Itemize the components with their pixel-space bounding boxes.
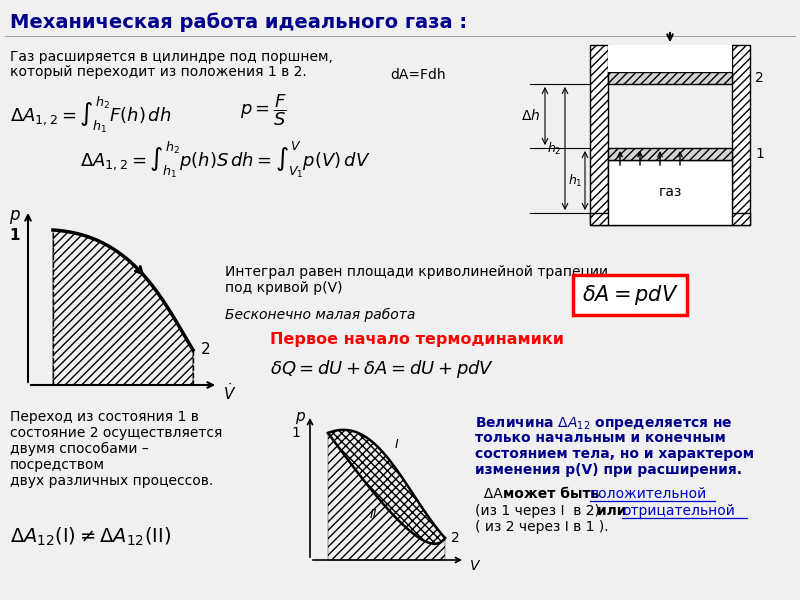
Bar [590,45,608,225]
Text: 2: 2 [451,531,460,545]
Text: Первое начало термодинамики: Первое начало термодинамики [270,332,564,347]
Bar [608,148,732,160]
Bar [590,213,750,225]
Bar [608,72,732,84]
Text: или: или [597,504,631,518]
Text: только начальным и конечным: только начальным и конечным [475,431,726,445]
Text: $p = \dfrac{F}{S}$: $p = \dfrac{F}{S}$ [240,92,287,128]
Text: V: V [470,559,479,573]
Text: Механическая работа идеального газа :: Механическая работа идеального газа : [10,13,467,32]
Text: изменения p(V) при расширения.: изменения p(V) при расширения. [475,463,742,477]
Text: состоянием тела, но и характером: состоянием тела, но и характером [475,447,754,461]
Text: ( из 2 через I в 1 ).: ( из 2 через I в 1 ). [475,520,609,534]
Text: отрицательной: отрицательной [622,504,735,518]
Text: p: p [9,206,19,224]
Text: (из 1 через I  в 2): (из 1 через I в 2) [475,504,609,518]
Text: под кривой p(V): под кривой p(V) [225,281,342,295]
Text: II: II [370,508,377,521]
Text: который переходит из положения 1 в 2.: который переходит из положения 1 в 2. [10,65,306,79]
Text: положительной: положительной [590,487,707,501]
Text: $h_1$: $h_1$ [568,172,583,188]
Text: $h_2$: $h_2$ [547,140,562,157]
Bar [608,45,732,72]
Bar [608,160,732,225]
Text: 2: 2 [755,71,764,85]
Text: 2: 2 [201,343,210,358]
Text: может быть: может быть [503,487,604,501]
Text: I: I [395,438,398,451]
Text: $\delta Q = dU + \delta A = dU + pdV$: $\delta Q = dU + \delta A = dU + pdV$ [270,358,494,380]
Text: $\delta A= pdV$: $\delta A= pdV$ [582,283,678,307]
Text: Переход из состояния 1 в: Переход из состояния 1 в [10,410,199,424]
Text: p: p [295,409,305,425]
Text: Бесконечно малая работа: Бесконечно малая работа [225,308,415,322]
Text: Величина $\Delta A_{12}$ определяется не: Величина $\Delta A_{12}$ определяется не [475,415,733,432]
Text: 1: 1 [291,426,300,440]
Text: состояние 2 осуществляется: состояние 2 осуществляется [10,426,222,440]
Text: 1: 1 [755,147,764,161]
Text: Газ расширяется в цилиндре под поршнем,: Газ расширяется в цилиндре под поршнем, [10,50,333,64]
Text: $\dot{V}$: $\dot{V}$ [223,383,236,403]
Text: ΔА: ΔА [475,487,507,501]
Text: 1: 1 [10,227,20,242]
Text: $\Delta h$: $\Delta h$ [521,109,540,124]
Text: Интеграл равен площади криволинейной трапеции: Интеграл равен площади криволинейной тра… [225,265,608,279]
Text: газ: газ [658,185,682,199]
Text: $\Delta A_{12}(\mathrm{I}) \neq \Delta A_{12}(\mathrm{II})$: $\Delta A_{12}(\mathrm{I}) \neq \Delta A… [10,526,171,548]
Text: посредством: посредством [10,458,105,472]
Text: $\Delta A_{1,2} = \int_{h_1}^{h_2} F(h)\,dh$: $\Delta A_{1,2} = \int_{h_1}^{h_2} F(h)\… [10,95,171,135]
Text: dA=Fdh: dA=Fdh [390,68,446,82]
Text: двух различных процессов.: двух различных процессов. [10,474,214,488]
Bar [732,45,750,225]
Text: $\Delta A_{1,2} = \int_{h_1}^{h_2} p(h)S\,dh = \int_{V_1}^{V} p(V)\,dV$: $\Delta A_{1,2} = \int_{h_1}^{h_2} p(h)S… [80,140,370,180]
Text: двумя способами –: двумя способами – [10,442,149,456]
